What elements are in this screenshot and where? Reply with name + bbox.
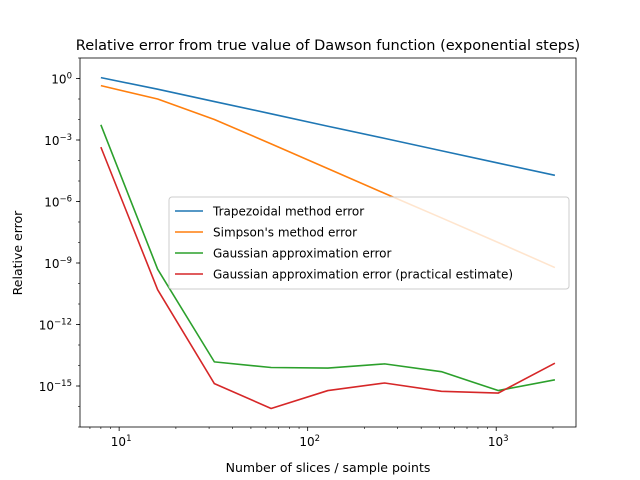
x-tick-label-exp: 2 — [315, 434, 320, 444]
x-axis-ticks: 101 102 103 — [89, 427, 554, 449]
x-axis-label: Number of slices / sample points — [226, 460, 431, 475]
y-tick-label-exp: −3 — [59, 133, 72, 143]
x-tick-label: 101 — [111, 434, 132, 449]
chart-title: Relative error from true value of Dawson… — [76, 38, 580, 54]
y-tick-label-base: 10 — [44, 257, 59, 271]
x-tick-label-exp: 1 — [126, 434, 131, 444]
x-tick-label-base: 10 — [299, 435, 314, 449]
y-tick-label-exp: −9 — [59, 256, 72, 266]
x-tick-label: 102 — [299, 434, 320, 449]
y-tick-label-exp: −6 — [59, 195, 72, 205]
series-line-3 — [100, 124, 556, 392]
series-line-1 — [100, 76, 556, 177]
y-tick-label-base: 10 — [44, 134, 59, 148]
y-tick-label-exp: 0 — [67, 72, 72, 82]
y-tick-label-base: 10 — [39, 380, 54, 394]
legend-label: Gaussian approximation error — [213, 247, 391, 261]
y-tick-label: 10−15 — [39, 379, 72, 394]
plot-frame — [79, 57, 577, 428]
series-line-4 — [100, 146, 556, 410]
y-tick-label-exp: −15 — [54, 379, 72, 389]
x-tick-label-base: 10 — [488, 435, 503, 449]
x-tick-label-base: 10 — [111, 435, 126, 449]
y-tick-label-base: 10 — [51, 73, 66, 87]
x-tick-label-exp: 3 — [503, 434, 508, 444]
legend: Trapezoidal method error Simpson's method… — [168, 196, 570, 290]
y-tick-label: 10−3 — [44, 133, 72, 148]
y-tick-label: 10−9 — [44, 256, 72, 271]
legend-label: Gaussian approximation error (practical … — [213, 268, 513, 282]
y-tick-label-exp: −12 — [54, 318, 72, 328]
y-tick-label: 10−12 — [39, 318, 72, 333]
x-tick-label: 103 — [488, 434, 509, 449]
y-tick-label: 10−6 — [44, 195, 72, 210]
y-tick-label-base: 10 — [39, 319, 54, 333]
y-tick-label-base: 10 — [44, 196, 59, 210]
series-lines — [100, 76, 556, 410]
legend-label: Trapezoidal method error — [212, 205, 364, 219]
y-axis-label: Relative error — [10, 210, 25, 296]
legend-label: Simpson's method error — [213, 226, 357, 240]
legend-box — [168, 196, 570, 290]
y-tick-label: 100 — [51, 72, 72, 87]
